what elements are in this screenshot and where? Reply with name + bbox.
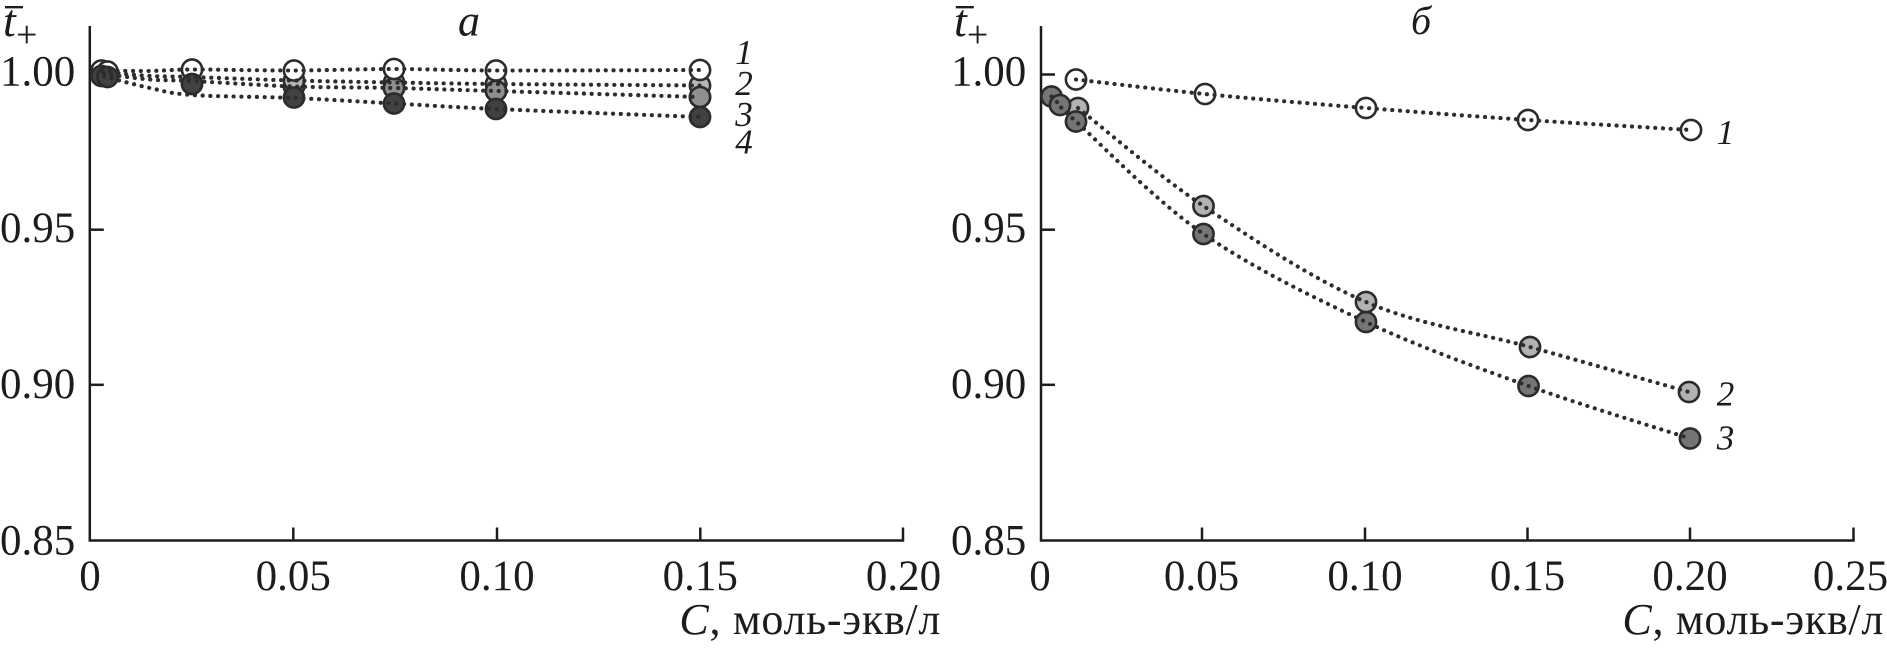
svg-text:1: 1 (1717, 113, 1735, 152)
svg-text:0.20: 0.20 (866, 553, 941, 600)
svg-text:0.10: 0.10 (1327, 553, 1402, 600)
svg-text:0.95: 0.95 (0, 205, 75, 252)
svg-text:0.15: 0.15 (663, 553, 738, 600)
svg-text:0.05: 0.05 (1164, 553, 1239, 600)
svg-text:б: б (1411, 0, 1433, 43)
svg-text:1.00: 1.00 (0, 49, 75, 96)
svg-text:4: 4 (735, 123, 753, 162)
svg-text:0.90: 0.90 (0, 361, 75, 408)
svg-text:2: 2 (735, 64, 753, 103)
svg-text:0.25: 0.25 (1813, 553, 1887, 600)
svg-text:C, моль-экв/л: C, моль-экв/л (679, 595, 941, 644)
svg-text:0.20: 0.20 (1652, 553, 1727, 600)
svg-text:а: а (458, 0, 480, 46)
svg-text:3: 3 (1716, 419, 1735, 458)
svg-text:0: 0 (79, 553, 101, 600)
svg-text:0.10: 0.10 (459, 553, 534, 600)
svg-text:1.00: 1.00 (951, 49, 1026, 96)
svg-text:1: 1 (735, 33, 753, 72)
svg-text:t: t (3, 0, 17, 46)
svg-text:0.95: 0.95 (951, 205, 1026, 252)
svg-text:0.85: 0.85 (0, 517, 75, 564)
svg-text:0.90: 0.90 (951, 361, 1026, 408)
svg-text:0.85: 0.85 (951, 517, 1026, 564)
svg-text:C, моль-экв/л: C, моль-экв/л (1622, 595, 1884, 644)
svg-text:+: + (967, 14, 988, 56)
svg-text:3: 3 (734, 95, 753, 134)
svg-text:+: + (16, 14, 37, 56)
svg-text:t: t (954, 0, 968, 46)
svg-text:0.15: 0.15 (1490, 553, 1565, 600)
svg-text:0.05: 0.05 (256, 553, 331, 600)
svg-text:2: 2 (1717, 375, 1735, 414)
svg-text:0: 0 (1029, 553, 1051, 600)
